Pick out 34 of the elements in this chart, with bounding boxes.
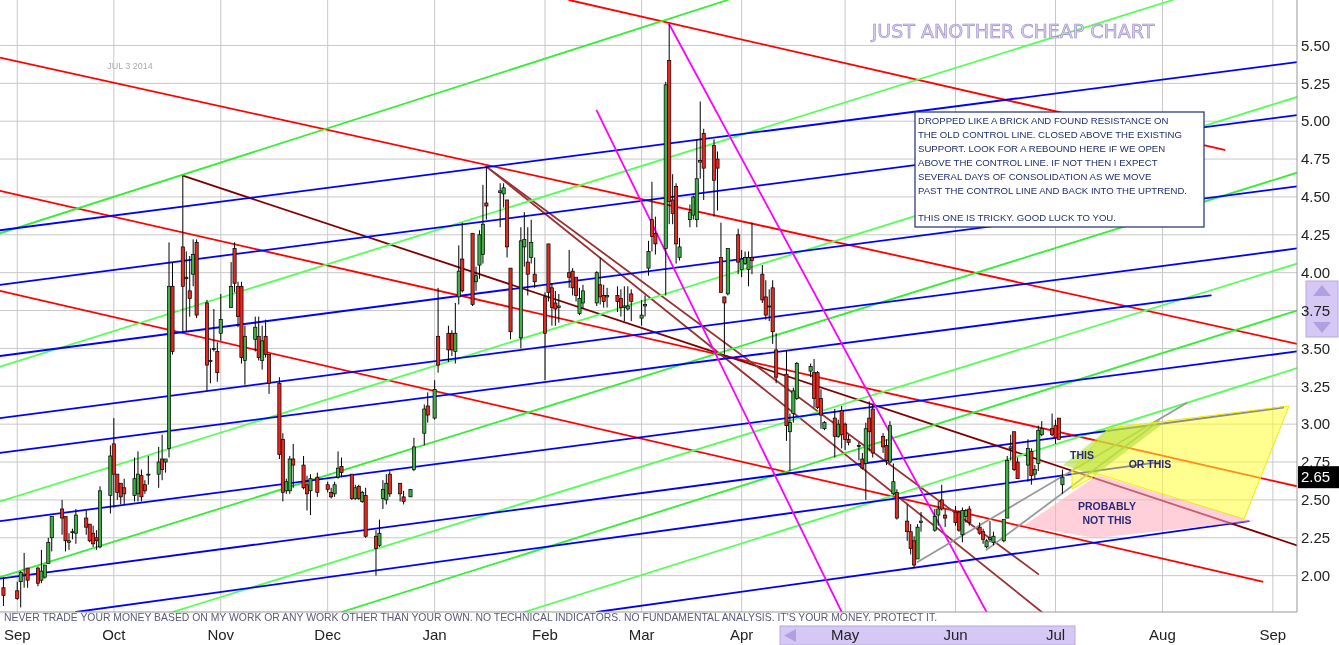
y-tick-label: 3.75 <box>1301 301 1331 319</box>
y-tick-label: 5.00 <box>1301 112 1331 130</box>
text: DROPPED LIKE A BRICK AND FOUND RESISTANCE ON THE OLD CONTROL LINE. CLOSED ABOVE THE EXISTING SUPPORT. LOOK FOR A REBOUND HERE IF WE OPEN ABOVE THE CONTROL LINE. IF NOT THEN I EXPECT SEVERAL DAYS OF CONSOLIDATION AS WE MOVE PAST THE CONTROL LINE AND BACK INTO THE UPTREND. THIS ONE IS TRICKY. GOOD LUCK TO YOU. <box>918 115 1188 224</box>
y-tick-label: 4.00 <box>1301 263 1331 281</box>
x-tick-label: Jul <box>1045 626 1066 643</box>
x-tick-label: Oct <box>102 626 127 643</box>
y-tick-label: 4.75 <box>1301 150 1331 168</box>
annotation: PROBABLY NOT THIS <box>1078 500 1136 526</box>
x-tick-label: Aug <box>1149 626 1176 643</box>
x-tick-label: May <box>830 626 860 643</box>
y-tick-label: 2.50 <box>1301 491 1331 509</box>
text: NEVER TRADE YOUR MONEY BASED ON MY WORK OR ANY WORK OTHER THAN YOUR OWN. NO TECHNICAL INDICATORS. NO FUNDAMENTAL ANALYSIS. IT'S YOUR MONEY. PROTECT IT. <box>4 612 938 623</box>
x-tick-label: Mar <box>628 626 655 643</box>
y-tick-label: 4.25 <box>1301 226 1331 244</box>
x-tick-label: Sep <box>1259 626 1287 643</box>
x-tick-label: Feb <box>532 626 558 643</box>
y-tick-label: 5.50 <box>1301 36 1331 54</box>
y-tick-label: 3.50 <box>1301 339 1331 357</box>
x-tick-label: Jun <box>943 626 968 643</box>
y-tick-label: 3.25 <box>1301 377 1331 395</box>
text: 2.65 <box>1301 468 1331 486</box>
x-tick-label: Sep <box>3 626 31 643</box>
annotation: OR THIS <box>1128 458 1172 470</box>
x-tick-label: Dec <box>314 626 342 643</box>
y-tick-label: 2.00 <box>1301 566 1331 584</box>
x-tick-label: Jan <box>422 626 447 643</box>
y-tick-label: 5.25 <box>1301 74 1331 92</box>
x-tick-label: Nov <box>207 626 235 643</box>
y-tick-label: 4.50 <box>1301 188 1331 206</box>
x-tick-label: Apr <box>729 626 754 643</box>
y-tick-label: 2.25 <box>1301 529 1331 547</box>
text: JUL 3 2014 <box>107 61 153 71</box>
y-tick-label: 3.00 <box>1301 415 1331 433</box>
y-tick-label: 2.75 <box>1301 453 1331 471</box>
